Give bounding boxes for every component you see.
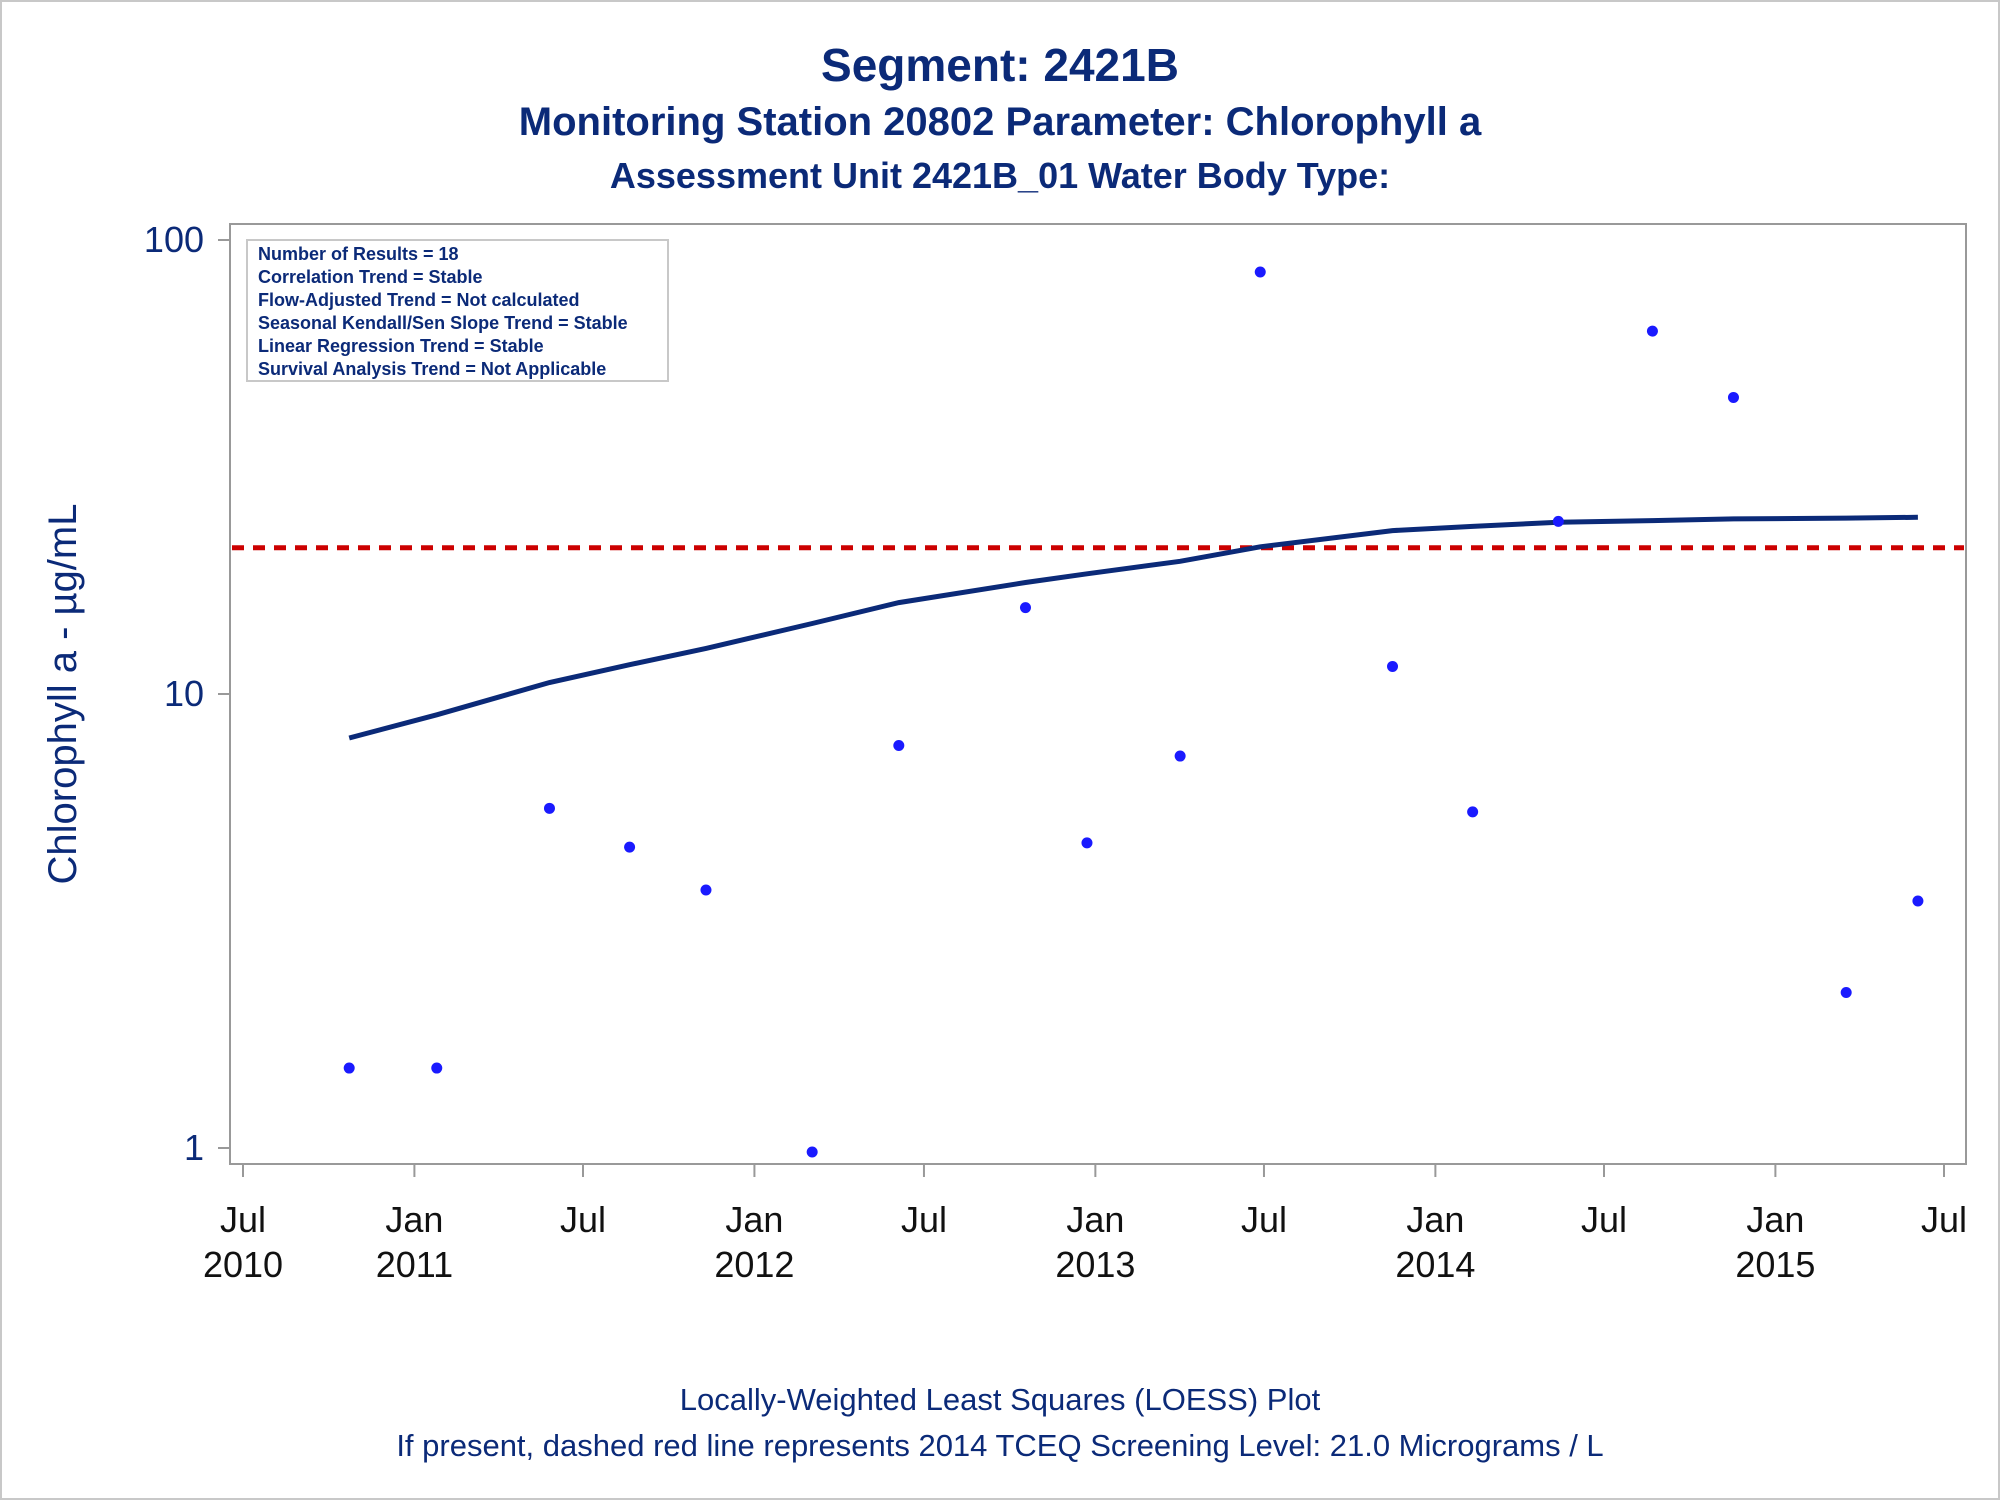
data-point — [1840, 987, 1852, 999]
stats-line: Linear Regression Trend = Stable — [258, 336, 544, 356]
y-axis-label: Chlorophyll a - µg/mL — [41, 504, 85, 885]
data-point — [1387, 660, 1399, 672]
x-tick-label: Jul — [1921, 1199, 1967, 1240]
data-point — [1912, 895, 1924, 907]
y-tick-label: 100 — [144, 219, 204, 260]
x-tick-label: Jul — [220, 1199, 266, 1240]
data-point — [1646, 325, 1658, 337]
x-tick-label: Jul — [901, 1199, 947, 1240]
x-tick-year-label: 2011 — [376, 1244, 453, 1285]
stats-box: Number of Results = 18 Correlation Trend … — [246, 239, 669, 382]
data-point — [431, 1062, 443, 1074]
x-tick-year-label: 2013 — [1055, 1244, 1135, 1285]
y-tick-label: 10 — [164, 673, 204, 714]
data-point — [1081, 837, 1093, 849]
stats-line: Flow-Adjusted Trend = Not calculated — [258, 290, 580, 310]
chart-subtitle: Monitoring Station 20802 Parameter: Chlo… — [518, 100, 1482, 144]
data-point — [1727, 391, 1739, 403]
x-tick-label: Jul — [560, 1199, 606, 1240]
data-point — [1254, 266, 1266, 278]
x-tick-label: Jan — [725, 1199, 783, 1240]
x-tick-year-label: 2012 — [714, 1244, 794, 1285]
data-point — [543, 802, 555, 814]
data-point — [893, 740, 905, 752]
x-tick-label: Jan — [1066, 1199, 1124, 1240]
x-tick-year-label: 2010 — [203, 1244, 283, 1285]
x-tick-label: Jul — [1581, 1199, 1627, 1240]
data-point — [624, 841, 636, 853]
data-point — [1174, 750, 1186, 762]
chart-subtitle-2: Assessment Unit 2421B_01 Water Body Type… — [609, 155, 1391, 196]
y-tick-label: 1 — [184, 1127, 204, 1168]
y-axis: 1 10 100 — [144, 219, 230, 1168]
stats-line: Seasonal Kendall/Sen Slope Trend = Stabl… — [258, 313, 628, 333]
x-tick-label: Jan — [1406, 1199, 1464, 1240]
x-tick-year-label: 2014 — [1395, 1244, 1475, 1285]
footnote-2: If present, dashed red line represents 2… — [396, 1428, 1604, 1463]
chart-title: Segment: 2421B — [821, 39, 1179, 91]
stats-line: Correlation Trend = Stable — [258, 267, 483, 287]
loess-curve — [348, 514, 1918, 741]
data-point — [1467, 806, 1479, 818]
data-point — [1019, 602, 1031, 614]
x-tick-label: Jan — [385, 1199, 443, 1240]
x-tick-year-label: 2015 — [1735, 1244, 1815, 1285]
data-point — [700, 884, 712, 896]
stats-line: Survival Analysis Trend = Not Applicable — [258, 359, 606, 379]
data-points — [343, 266, 1924, 1158]
footnote-1: Locally-Weighted Least Squares (LOESS) P… — [679, 1382, 1321, 1417]
x-tick-label: Jan — [1746, 1199, 1804, 1240]
data-point — [1552, 515, 1564, 527]
data-point — [343, 1062, 355, 1074]
x-tick-label: Jul — [1241, 1199, 1287, 1240]
data-point — [806, 1146, 818, 1158]
stats-line: Number of Results = 18 — [258, 244, 459, 264]
stats-box-border — [246, 239, 669, 382]
